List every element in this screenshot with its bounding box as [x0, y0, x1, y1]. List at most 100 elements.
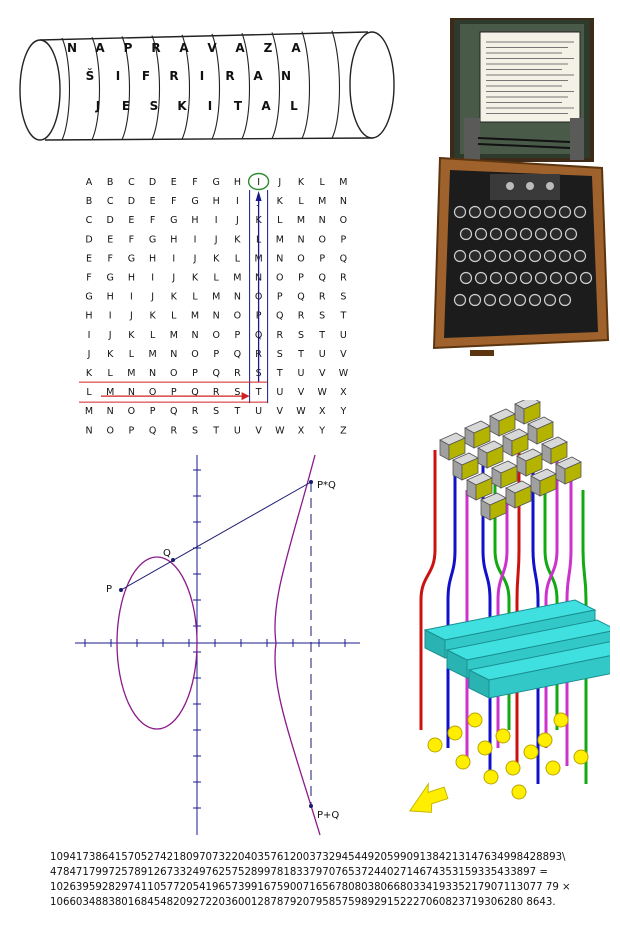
table-letter: T	[297, 349, 304, 360]
table-letter: M	[106, 387, 114, 398]
label-p-star-q: P*Q	[317, 480, 336, 491]
enigma-key	[489, 227, 503, 241]
enigma-key	[534, 227, 548, 241]
enigma-key	[468, 205, 482, 219]
table-letter: S	[213, 406, 219, 417]
table-letter: M	[297, 215, 305, 226]
table-letter: P	[319, 253, 325, 264]
scytale-letter: L	[290, 99, 298, 113]
scytale-letter: V	[207, 41, 217, 55]
table-letter: J	[214, 234, 218, 245]
table-letter: H	[107, 292, 114, 303]
table-letter: M	[85, 406, 93, 417]
enigma-key	[549, 227, 563, 241]
table-letter: T	[339, 311, 346, 322]
table-letter: F	[192, 177, 197, 188]
table-letter: W	[339, 368, 349, 379]
enigma-key	[543, 205, 557, 219]
circuit-ball	[523, 744, 539, 760]
table-letter: P	[277, 292, 283, 303]
table-letter: M	[212, 292, 220, 303]
table-letter: G	[149, 234, 156, 245]
table-letter: R	[170, 425, 177, 436]
product-line-1: 1094173864157052742180970732204035761200…	[50, 852, 566, 863]
table-letter: L	[277, 215, 283, 226]
table-letter: F	[150, 215, 155, 226]
table-letter: H	[149, 253, 156, 264]
table-letter: N	[234, 292, 241, 303]
vigenere-highlights	[79, 172, 270, 404]
table-letter: M	[339, 177, 347, 188]
table-letter: S	[298, 330, 304, 341]
table-letter: L	[150, 330, 156, 341]
circuit-ball	[467, 712, 483, 728]
table-letter: L	[214, 273, 220, 284]
table-letter: U	[255, 406, 262, 417]
table-letter: Q	[297, 292, 304, 303]
circuit-ball	[573, 749, 589, 765]
scytale-letter: E	[122, 99, 130, 113]
enigma-key	[513, 205, 527, 219]
enigma-keyboard	[453, 205, 593, 307]
quantum-circuit-drawing	[408, 396, 620, 813]
table-letter: S	[340, 292, 346, 303]
enigma-key	[498, 249, 512, 263]
table-letter: H	[85, 311, 92, 322]
circuit-ball	[447, 725, 463, 741]
point-p	[119, 588, 123, 592]
table-letter: P	[171, 387, 177, 398]
table-letter: K	[298, 177, 305, 188]
enigma-key	[498, 293, 512, 307]
enigma-key	[549, 271, 563, 285]
enigma-key	[573, 205, 587, 219]
table-letter: H	[191, 215, 198, 226]
table-letter: S	[192, 425, 198, 436]
table-letter: P	[129, 425, 135, 436]
circuit-ball	[505, 760, 521, 776]
table-letter: D	[107, 215, 114, 226]
table-letter: C	[107, 196, 114, 207]
circuit-ball	[495, 728, 511, 744]
scytale-letter: A	[253, 69, 263, 83]
table-letter: C	[128, 177, 135, 188]
point-p-plus-q	[309, 804, 313, 808]
enigma-key	[468, 293, 482, 307]
enigma-key	[459, 227, 473, 241]
label-p-plus-q: P+Q	[317, 810, 339, 821]
enigma-key	[579, 271, 593, 285]
table-letter: U	[298, 368, 305, 379]
table-letter: Q	[340, 253, 347, 264]
table-letter: D	[128, 196, 135, 207]
secant-line	[120, 481, 312, 591]
table-letter: H	[234, 177, 241, 188]
elliptic-curve-drawing: P Q P*Q P+Q	[75, 454, 360, 836]
table-letter: W	[317, 387, 327, 398]
table-letter: E	[107, 234, 113, 245]
table-letter: R	[192, 406, 199, 417]
table-letter: K	[277, 196, 284, 207]
table-letter: K	[149, 311, 156, 322]
table-letter: M	[170, 330, 178, 341]
scytale-letter: T	[234, 99, 243, 113]
enigma-key	[459, 271, 473, 285]
enigma-key	[513, 249, 527, 263]
scytale-letter: A	[261, 99, 271, 113]
table-letter: E	[86, 253, 92, 264]
circuit-cubes	[439, 396, 582, 521]
table-letter: U	[319, 349, 326, 360]
enigma-key	[474, 271, 488, 285]
enigma-key	[558, 249, 572, 263]
table-letter: N	[340, 196, 347, 207]
table-letter: H	[170, 234, 177, 245]
table-letter: L	[129, 349, 135, 360]
axis-ticks	[84, 469, 346, 809]
table-letter: L	[171, 311, 177, 322]
table-letter: F	[129, 234, 134, 245]
table-letter: Q	[149, 425, 156, 436]
table-letter: P	[150, 406, 156, 417]
enigma-machine-photo	[430, 16, 610, 356]
vigenere-table: ABCDEFGHIJKLMBCDEFGHIJKLMNCDEFGHIJKLMNOD…	[75, 170, 365, 440]
table-letter: J	[277, 177, 281, 188]
enigma-key	[534, 271, 548, 285]
table-letter: O	[170, 368, 177, 379]
